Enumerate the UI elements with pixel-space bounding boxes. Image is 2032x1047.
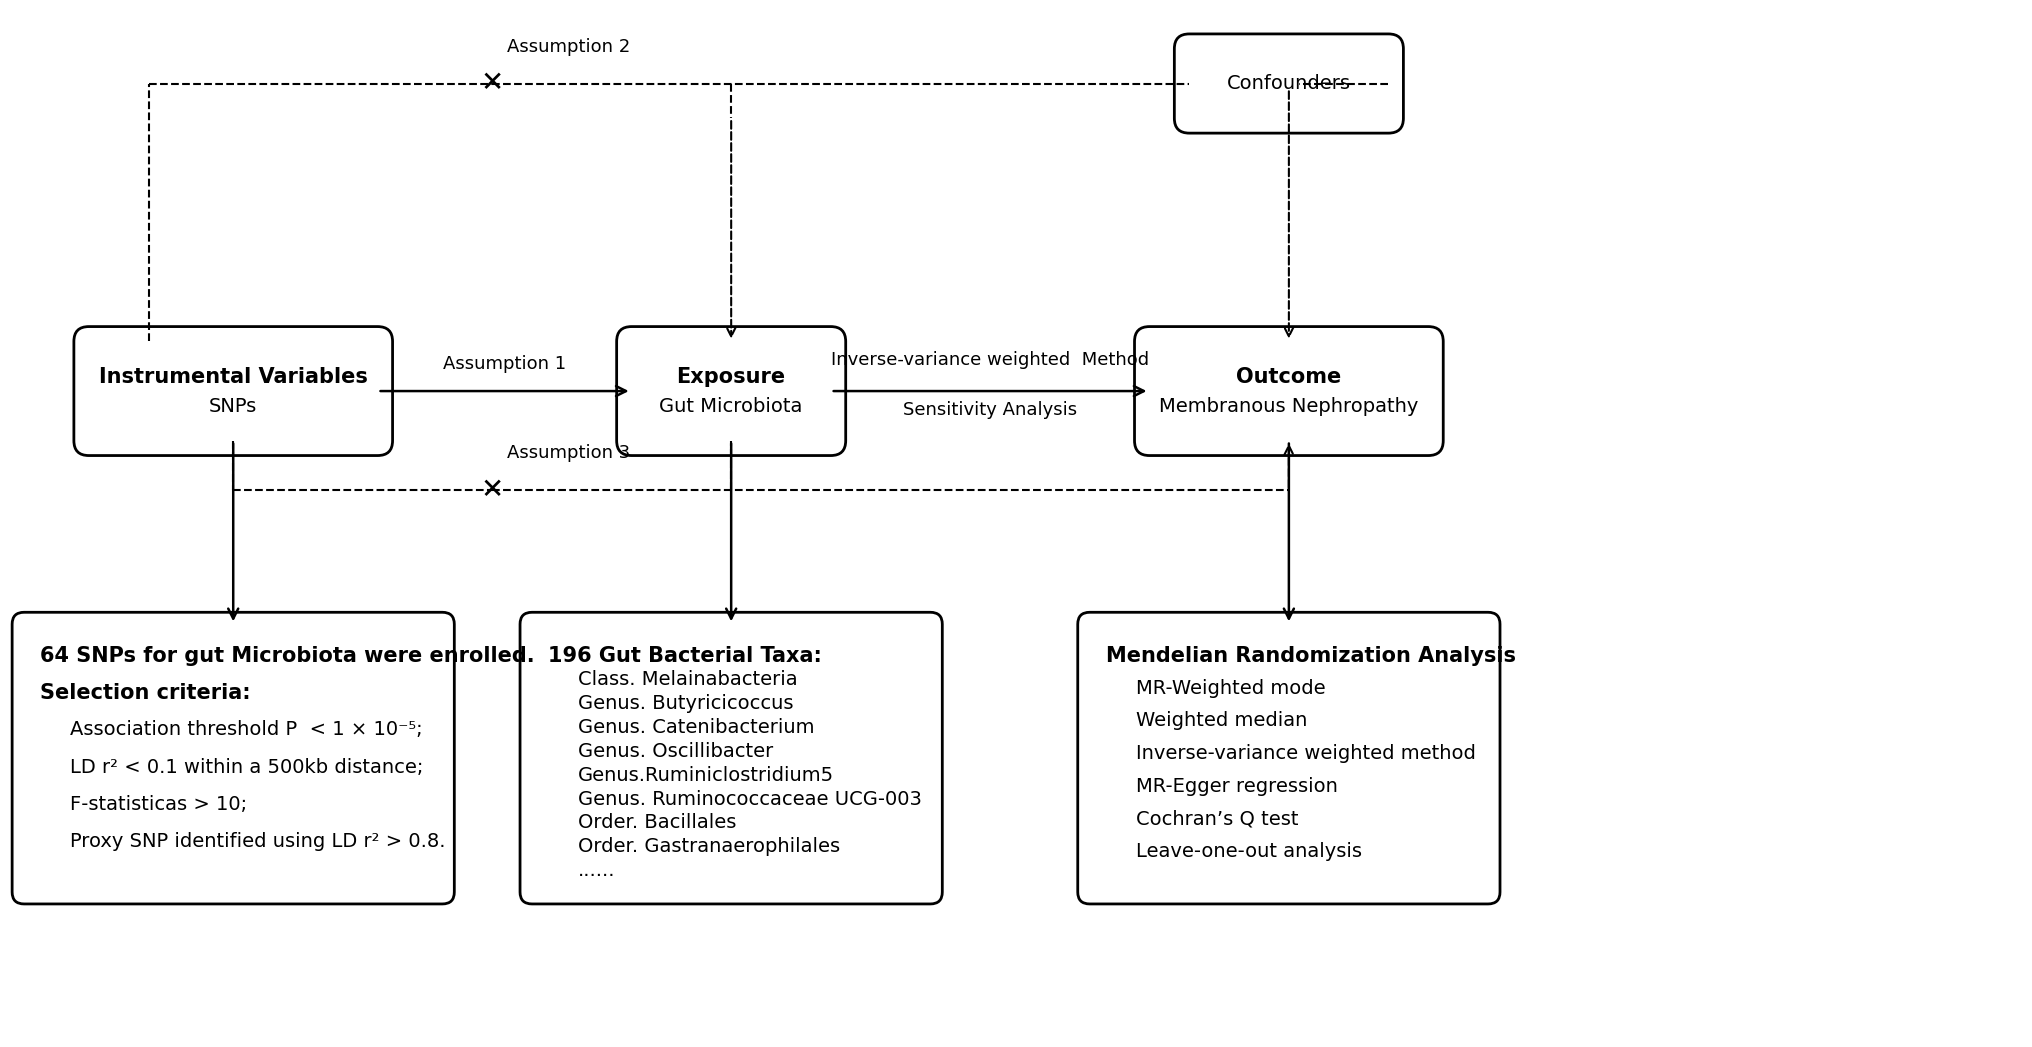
Text: MR-Egger regression: MR-Egger regression: [1136, 777, 1337, 796]
FancyBboxPatch shape: [12, 612, 455, 904]
Text: Sensitivity Analysis: Sensitivity Analysis: [902, 401, 1077, 419]
Text: Genus.Ruminiclostridium5: Genus.Ruminiclostridium5: [577, 765, 833, 784]
FancyBboxPatch shape: [616, 327, 845, 455]
Text: ✕: ✕: [480, 69, 504, 97]
Text: F-statisticas > 10;: F-statisticas > 10;: [69, 795, 248, 814]
Text: Instrumental Variables: Instrumental Variables: [100, 367, 368, 387]
Text: MR-Weighted mode: MR-Weighted mode: [1136, 678, 1325, 697]
Text: Genus. Oscillibacter: Genus. Oscillibacter: [577, 741, 772, 761]
Text: Genus. Ruminococcaceae UCG-003: Genus. Ruminococcaceae UCG-003: [577, 789, 923, 808]
Text: Assumption 3: Assumption 3: [508, 445, 630, 463]
Text: LD r² < 0.1 within a 500kb distance;: LD r² < 0.1 within a 500kb distance;: [69, 758, 423, 777]
Text: ✕: ✕: [480, 476, 504, 505]
Text: Class. Melainabacteria: Class. Melainabacteria: [577, 670, 797, 689]
Text: Inverse-variance weighted  Method: Inverse-variance weighted Method: [831, 351, 1150, 370]
Text: 64 SNPs for gut Microbiota were enrolled.: 64 SNPs for gut Microbiota were enrolled…: [41, 646, 534, 666]
Text: 196 Gut Bacterial Taxa:: 196 Gut Bacterial Taxa:: [549, 646, 821, 666]
FancyBboxPatch shape: [73, 327, 392, 455]
Text: Selection criteria:: Selection criteria:: [41, 684, 250, 704]
Text: ......: ......: [577, 862, 616, 881]
Text: Proxy SNP identified using LD r² > 0.8.: Proxy SNP identified using LD r² > 0.8.: [69, 832, 445, 851]
Text: Assumption 2: Assumption 2: [508, 38, 630, 55]
Text: Inverse-variance weighted method: Inverse-variance weighted method: [1136, 744, 1475, 763]
Text: Genus. Butyricicoccus: Genus. Butyricicoccus: [577, 694, 792, 713]
Text: Weighted median: Weighted median: [1136, 711, 1307, 731]
Text: Association threshold P  < 1 × 10⁻⁵;: Association threshold P < 1 × 10⁻⁵;: [69, 720, 423, 739]
Text: Genus. Catenibacterium: Genus. Catenibacterium: [577, 718, 815, 737]
FancyBboxPatch shape: [1077, 612, 1500, 904]
Text: Confounders: Confounders: [1227, 74, 1351, 93]
Text: Order. Gastranaerophilales: Order. Gastranaerophilales: [577, 838, 839, 856]
FancyBboxPatch shape: [1134, 327, 1443, 455]
Text: Assumption 1: Assumption 1: [443, 355, 567, 373]
Text: Leave-one-out analysis: Leave-one-out analysis: [1136, 842, 1361, 861]
FancyBboxPatch shape: [1174, 34, 1404, 133]
Text: Mendelian Randomization Analysis: Mendelian Randomization Analysis: [1105, 646, 1516, 666]
Text: Cochran’s Q test: Cochran’s Q test: [1136, 809, 1298, 828]
Text: Outcome: Outcome: [1235, 367, 1341, 387]
Text: Gut Microbiota: Gut Microbiota: [660, 398, 803, 417]
Text: SNPs: SNPs: [209, 398, 258, 417]
Text: Membranous Nephropathy: Membranous Nephropathy: [1158, 398, 1418, 417]
FancyBboxPatch shape: [520, 612, 943, 904]
Text: Exposure: Exposure: [677, 367, 786, 387]
Text: Order. Bacillales: Order. Bacillales: [577, 814, 736, 832]
